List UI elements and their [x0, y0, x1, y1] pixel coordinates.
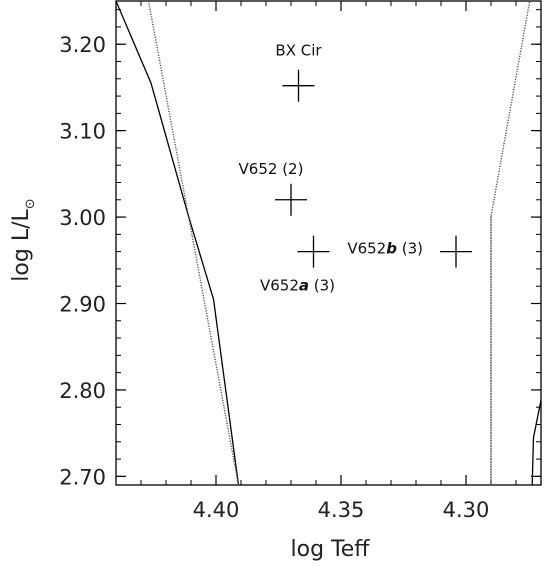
axis-ticks: [115, 1, 542, 485]
data-point-label-part: (3): [309, 277, 335, 295]
data-point-label-part: b: [386, 240, 397, 258]
y-tick-label: 2.70: [59, 465, 106, 489]
y-tick-label: 2.80: [59, 379, 106, 403]
y-tick-label: 3.10: [59, 120, 106, 144]
y-tick-label: 2.90: [59, 293, 106, 317]
data-point-label-part: V652: [260, 277, 299, 295]
data-point-label: V652a (3): [260, 277, 335, 295]
track-line-dotted: [490, 1, 531, 485]
data-point-label-part: a: [299, 277, 309, 295]
track-line-dotted: [147, 1, 240, 485]
y-axis-title-main: log L/L: [9, 208, 34, 281]
x-axis-title: log Teff: [291, 537, 371, 562]
evolution-tracks: [116, 1, 541, 485]
track-line-solid: [531, 400, 541, 485]
data-point-label-part: V652: [347, 240, 386, 258]
x-tick-label: 4.30: [443, 498, 490, 522]
data-point-label: V652b (3): [347, 240, 423, 258]
x-tick-label: 4.40: [193, 498, 240, 522]
y-tick-label: 3.20: [59, 33, 106, 57]
x-tick-label: 4.35: [318, 498, 365, 522]
track-line-solid: [116, 1, 240, 485]
y-axis-title-sub: ⊙: [23, 198, 38, 209]
data-point-label: BX Cir: [275, 42, 322, 60]
y-tick-label: 3.00: [59, 206, 106, 230]
plot-area-border: [115, 0, 542, 486]
y-axis-title: log L/L⊙: [9, 198, 38, 281]
data-point-label-part: (3): [397, 240, 423, 258]
tick-labels: 4.40 4.35 4.30 2.70 2.80 2.90 3.00 3.10 3.20: [59, 33, 489, 522]
plot-frame: [115, 0, 542, 486]
data-point-label: V652 (2): [239, 160, 304, 178]
